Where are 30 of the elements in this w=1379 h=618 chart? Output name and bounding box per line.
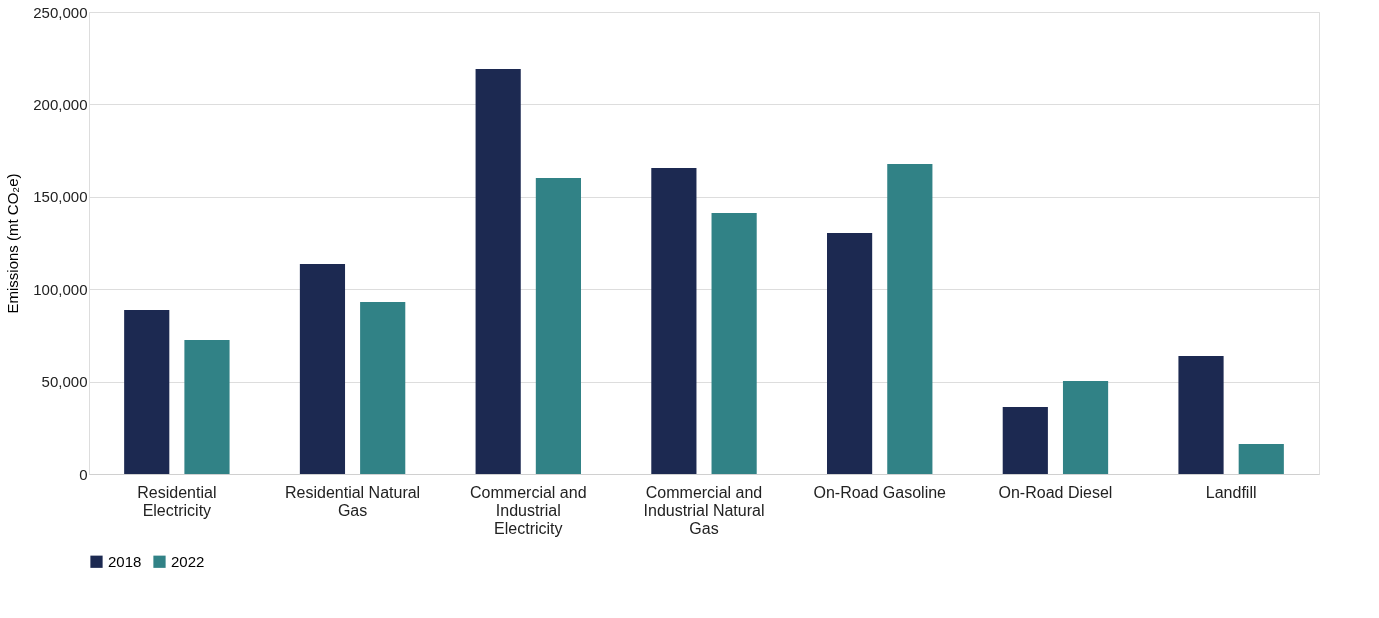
bar — [299, 264, 346, 474]
bar — [184, 340, 230, 474]
bar — [651, 167, 697, 474]
x-tick-label: Commercial and Industrial Electricity — [470, 483, 587, 537]
legend-label: 2022 — [171, 552, 205, 570]
x-tick-label: On-Road Diesel — [998, 483, 1113, 501]
bar — [711, 213, 757, 474]
bar — [124, 310, 170, 474]
bar — [1178, 355, 1224, 474]
bar — [1238, 444, 1284, 474]
bar — [1062, 381, 1109, 474]
y-tick-label: 50,000 — [41, 373, 88, 391]
y-tick-label: 150,000 — [33, 188, 88, 206]
bar — [887, 164, 933, 474]
x-tick-label: Residential Electricity — [137, 483, 217, 519]
y-tick-label: 200,000 — [33, 95, 88, 113]
legend-label: 2018 — [108, 552, 142, 570]
x-tick-label: Landfill — [1205, 483, 1257, 501]
x-tick-label: Residential Natural Gas — [284, 483, 421, 519]
bar — [535, 177, 581, 474]
x-tick-label: Commercial and Industrial Natural Gas — [643, 483, 765, 537]
x-tick-label: On-Road Gasoline — [813, 483, 947, 501]
y-tick-label: 250,000 — [33, 3, 88, 21]
bar — [475, 68, 521, 474]
bar — [360, 301, 406, 474]
y-tick-label: 100,000 — [33, 280, 88, 298]
y-tick-label: 0 — [79, 465, 88, 483]
y-axis-title: Emissions (mt CO₂e) — [4, 173, 22, 314]
bar — [1002, 406, 1048, 474]
bar — [827, 233, 873, 474]
